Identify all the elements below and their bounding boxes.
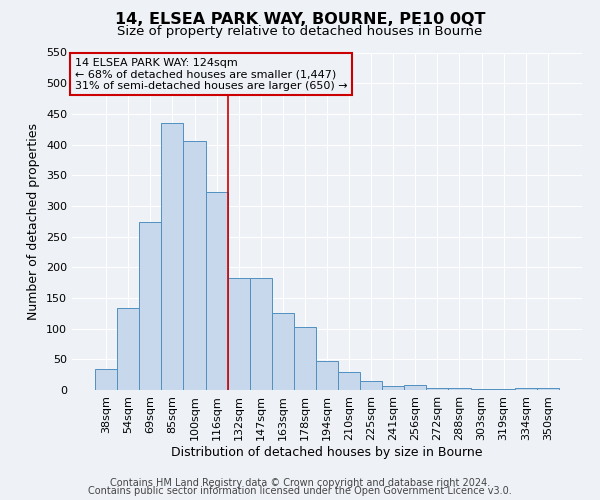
Bar: [493, 389, 515, 390]
Bar: [227, 278, 250, 390]
Bar: [360, 381, 382, 390]
Bar: [95, 368, 117, 390]
Bar: [250, 278, 272, 390]
Bar: [470, 389, 493, 390]
Y-axis label: Number of detached properties: Number of detached properties: [28, 122, 40, 320]
Bar: [448, 388, 470, 390]
Bar: [117, 308, 139, 390]
Bar: [427, 388, 448, 390]
Bar: [515, 388, 537, 390]
Text: Contains public sector information licensed under the Open Government Licence v3: Contains public sector information licen…: [88, 486, 512, 496]
Text: Contains HM Land Registry data © Crown copyright and database right 2024.: Contains HM Land Registry data © Crown c…: [110, 478, 490, 488]
Bar: [272, 314, 294, 390]
Text: 14, ELSEA PARK WAY, BOURNE, PE10 0QT: 14, ELSEA PARK WAY, BOURNE, PE10 0QT: [115, 12, 485, 28]
Bar: [338, 372, 360, 390]
Bar: [316, 361, 338, 390]
Bar: [161, 123, 184, 390]
Bar: [294, 327, 316, 390]
Bar: [537, 388, 559, 390]
Bar: [139, 222, 161, 390]
Bar: [404, 385, 427, 390]
Text: Size of property relative to detached houses in Bourne: Size of property relative to detached ho…: [118, 25, 482, 38]
Text: 14 ELSEA PARK WAY: 124sqm
← 68% of detached houses are smaller (1,447)
31% of se: 14 ELSEA PARK WAY: 124sqm ← 68% of detac…: [74, 58, 347, 91]
Bar: [184, 142, 206, 390]
Bar: [206, 192, 227, 390]
X-axis label: Distribution of detached houses by size in Bourne: Distribution of detached houses by size …: [171, 446, 483, 458]
Bar: [382, 386, 404, 390]
